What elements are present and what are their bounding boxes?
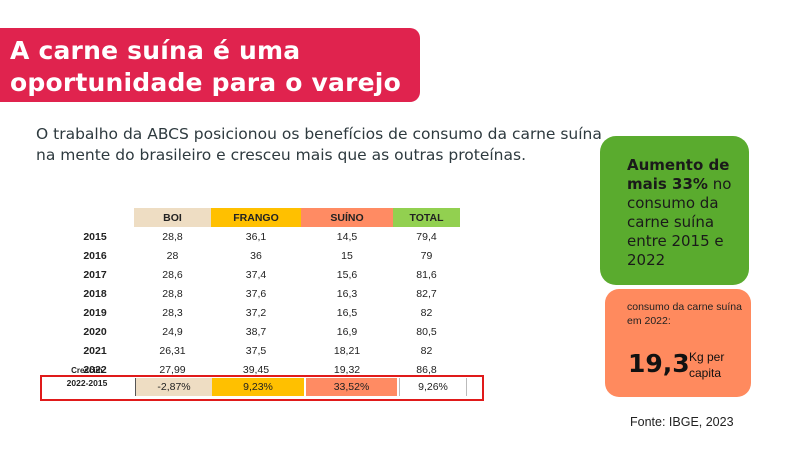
cell-boi: 28 bbox=[166, 249, 179, 262]
table-row: 2020 24,9 38,7 16,9 80,5 bbox=[56, 322, 460, 341]
cell-suino: 16,9 bbox=[336, 325, 358, 338]
subtitle-line-2: na mente do brasileiro e cresceu mais qu… bbox=[36, 146, 527, 164]
cell-frango: 39,45 bbox=[242, 363, 270, 376]
cell-suino: 19,32 bbox=[333, 363, 361, 376]
header-boi: BOI bbox=[134, 208, 211, 227]
row-year: 2020 bbox=[83, 325, 107, 338]
subtitle-line-1: O trabalho da ABCS posicionou os benefíc… bbox=[36, 125, 602, 143]
title-banner: A carne suína é uma oportunidade para o … bbox=[0, 28, 420, 102]
header-blank bbox=[56, 208, 134, 227]
cell-boi: 26,31 bbox=[159, 344, 186, 357]
table-header-row: BOI FRANGO SUÍNO TOTAL bbox=[56, 208, 460, 227]
consumption-value: 19,3 bbox=[628, 349, 690, 378]
consumption-unit: Kg per capita bbox=[689, 350, 725, 380]
growth-period: 2022-2015 bbox=[66, 378, 108, 388]
cell-boi: 28,3 bbox=[162, 306, 183, 319]
cell-boi: 28,8 bbox=[162, 287, 183, 300]
page-title-line-1: A carne suína é uma bbox=[10, 36, 301, 65]
table-row: 2016 28 36 15 79 bbox=[56, 246, 460, 265]
table-row: 2019 28,3 37,2 16,5 82 bbox=[56, 303, 460, 322]
cell-suino: 18,21 bbox=[333, 344, 361, 357]
consumption-label: consumo da carne suína em 2022: bbox=[627, 301, 742, 327]
cell-total: 86,8 bbox=[416, 363, 437, 376]
growth-label: Crescim. bbox=[71, 366, 105, 375]
table-body: 2015 28,8 36,1 14,5 79,4 2016 28 36 15 79 2017 28,6… bbox=[56, 227, 460, 379]
row-year: 2018 bbox=[83, 287, 107, 300]
growth-frango: 9,23% bbox=[212, 378, 304, 396]
row-year: 2016 bbox=[83, 249, 107, 262]
row-year: 2022 bbox=[83, 363, 107, 376]
cell-boi: 27,99 bbox=[159, 363, 186, 376]
cell-total: 82 bbox=[420, 344, 433, 357]
growth-highlight-text: Aumento de mais 33% no consumo da carne … bbox=[627, 156, 749, 270]
cell-frango: 37,6 bbox=[245, 287, 267, 300]
growth-highlight-bold: Aumento de mais 33% bbox=[627, 156, 730, 193]
cell-frango: 36,1 bbox=[245, 230, 267, 243]
subtitle: O trabalho da ABCS posicionou os benefíc… bbox=[36, 124, 602, 166]
cell-suino: 15 bbox=[341, 249, 353, 262]
cell-total: 80,5 bbox=[416, 325, 437, 338]
table-row: 2021 26,31 37,5 18,21 82 bbox=[56, 341, 460, 360]
growth-suino: 33,52% bbox=[306, 378, 397, 396]
table-row: 2017 28,6 37,4 15,6 81,6 bbox=[56, 265, 460, 284]
page-title-line-2: oportunidade para o varejo bbox=[10, 68, 401, 97]
cell-total: 79 bbox=[420, 249, 433, 262]
header-suino: SUÍNO bbox=[301, 208, 393, 227]
growth-total: 9,26% bbox=[399, 378, 467, 396]
source-note: Fonte: IBGE, 2023 bbox=[630, 415, 734, 429]
table-row: 2015 28,8 36,1 14,5 79,4 bbox=[56, 227, 460, 246]
cell-total: 82 bbox=[420, 306, 433, 319]
row-year: 2019 bbox=[83, 306, 107, 319]
table-row: 2022 27,99 39,45 19,32 86,8 bbox=[56, 360, 460, 379]
cell-boi: 24,9 bbox=[162, 325, 183, 338]
consumption-card: consumo da carne suína em 2022: 19,3 Kg … bbox=[605, 289, 751, 397]
header-frango: FRANGO bbox=[211, 208, 301, 227]
cell-frango: 38,7 bbox=[245, 325, 267, 338]
cell-frango: 37,5 bbox=[245, 344, 267, 357]
cell-total: 79,4 bbox=[416, 230, 437, 243]
cell-boi: 28,6 bbox=[162, 268, 183, 281]
table-row: 2018 28,8 37,6 16,3 82,7 bbox=[56, 284, 460, 303]
cell-suino: 14,5 bbox=[336, 230, 358, 243]
cell-boi: 28,8 bbox=[162, 230, 183, 243]
growth-boi: -2,87% bbox=[135, 378, 212, 396]
growth-highlight-card: Aumento de mais 33% no consumo da carne … bbox=[600, 136, 749, 285]
header-total: TOTAL bbox=[393, 208, 460, 227]
row-year: 2015 bbox=[83, 230, 107, 243]
cell-total: 81,6 bbox=[416, 268, 437, 281]
row-year: 2021 bbox=[83, 344, 107, 357]
cell-suino: 16,3 bbox=[336, 287, 358, 300]
cell-frango: 37,2 bbox=[245, 306, 267, 319]
growth-highlight-rest: no consumo da carne suína entre 2015 e 2… bbox=[627, 175, 732, 269]
row-year: 2017 bbox=[83, 268, 107, 281]
cell-frango: 37,4 bbox=[245, 268, 267, 281]
consumption-table: BOI FRANGO SUÍNO TOTAL 2015 28,8 36,1 14,5 7… bbox=[56, 208, 460, 379]
cell-suino: 16,5 bbox=[336, 306, 358, 319]
growth-row-highlight bbox=[40, 375, 484, 401]
cell-suino: 15,6 bbox=[336, 268, 358, 281]
cell-total: 82,7 bbox=[416, 287, 437, 300]
cell-frango: 36 bbox=[250, 249, 262, 262]
